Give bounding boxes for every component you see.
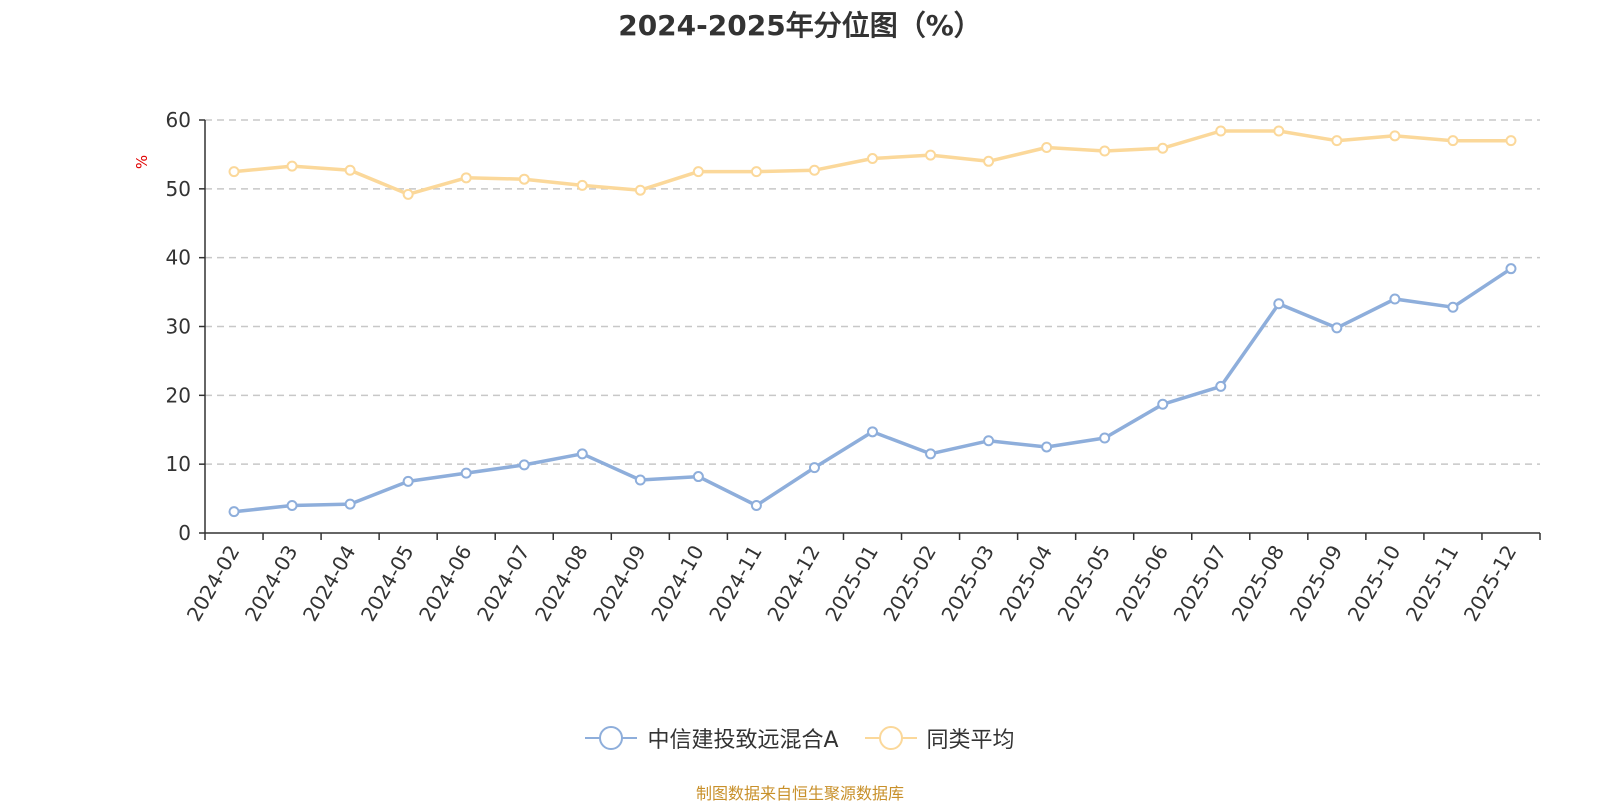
point-0-2025-10: [1389, 293, 1401, 305]
y-tick-label-40: 40: [166, 246, 191, 270]
point-0-2025-05: [1099, 432, 1111, 444]
point-0-2024-07: [518, 459, 530, 471]
point-1-2025-05: [1099, 145, 1111, 157]
point-1-2024-02: [228, 166, 240, 178]
y-tick-label-30: 30: [166, 315, 191, 339]
y-tick-label-60: 60: [166, 108, 191, 132]
x-tick-label-2025-05: 2025-05: [1052, 541, 1115, 625]
point-1-2024-04: [344, 164, 356, 176]
point-1-2024-10: [692, 166, 704, 178]
x-tick-label-2024-11: 2024-11: [704, 541, 767, 625]
point-0-2025-01: [867, 426, 878, 438]
point-1-2025-01: [867, 153, 878, 165]
legend-item-fund[interactable]: 中信建投致远混合A: [585, 722, 839, 754]
point-0-2024-02: [228, 506, 240, 518]
point-1-2025-09: [1331, 135, 1343, 147]
x-tick-label-2024-04: 2024-04: [298, 541, 361, 625]
point-1-2025-08: [1273, 125, 1285, 137]
point-1-2024-09: [634, 184, 646, 196]
point-1-2025-04: [1041, 142, 1053, 154]
legend-item-average[interactable]: 同类平均: [864, 722, 1015, 754]
x-tick-label-2025-07: 2025-07: [1169, 541, 1232, 625]
point-1-2024-08: [576, 179, 588, 191]
point-0-2025-06: [1157, 398, 1169, 410]
x-tick-label-2025-12: 2025-12: [1459, 541, 1522, 625]
point-0-2024-11: [750, 499, 762, 511]
point-0-2024-03: [286, 499, 298, 511]
point-1-2025-11: [1447, 135, 1459, 147]
legend-swatch-average: [864, 726, 917, 750]
x-tick-label-2024-02: 2024-02: [182, 541, 245, 625]
point-1-2024-12: [808, 164, 820, 176]
point-1-2025-02: [925, 149, 937, 161]
point-0-2025-02: [925, 448, 937, 460]
x-tick-label-2024-12: 2024-12: [762, 541, 825, 625]
point-0-2024-10: [692, 471, 704, 483]
y-tick-label-20: 20: [166, 383, 191, 407]
series-layer: [228, 125, 1517, 518]
point-1-2025-07: [1215, 125, 1227, 137]
grid-layer: [205, 119, 1540, 465]
point-0-2025-04: [1041, 441, 1053, 453]
point-0-2024-05: [402, 475, 414, 487]
x-tick-label-2025-10: 2025-10: [1343, 541, 1406, 625]
x-tick-label-2025-06: 2025-06: [1111, 541, 1174, 625]
y-tick-label-0: 0: [178, 521, 191, 545]
x-tick-label-2024-05: 2024-05: [356, 541, 419, 625]
point-0-2025-08: [1273, 298, 1285, 310]
point-0-2024-06: [460, 467, 472, 479]
legend-label-average: 同类平均: [926, 728, 1015, 753]
legend-swatch-fund: [585, 726, 638, 750]
x-tick-label-2025-04: 2025-04: [994, 541, 1057, 625]
point-0-2025-07: [1215, 380, 1227, 392]
point-0-2025-09: [1331, 322, 1343, 334]
x-tick-label-2024-08: 2024-08: [530, 541, 593, 625]
x-tick-label-2025-08: 2025-08: [1227, 541, 1290, 625]
point-1-2025-12: [1505, 135, 1517, 147]
x-tick-label-2025-03: 2025-03: [936, 541, 999, 625]
axis-layer: 01020304050602024-022024-032024-042024-0…: [166, 108, 1541, 625]
x-tick-label-2025-01: 2025-01: [820, 541, 883, 625]
x-tick-label-2024-06: 2024-06: [414, 541, 477, 625]
series-line-0: [233, 267, 1512, 514]
legend-label-fund: 中信建投致远混合A: [647, 728, 839, 753]
y-tick-label-10: 10: [166, 452, 191, 476]
point-1-2024-06: [460, 172, 472, 184]
point-0-2024-04: [344, 498, 356, 510]
point-1-2024-05: [402, 188, 414, 200]
x-tick-label-2025-02: 2025-02: [878, 541, 941, 625]
y-tick-label-50: 50: [166, 177, 191, 201]
x-tick-label-2024-10: 2024-10: [646, 541, 709, 625]
point-1-2025-06: [1157, 142, 1169, 154]
point-1-2025-03: [983, 155, 995, 167]
point-0-2024-09: [634, 474, 646, 486]
point-1-2024-07: [518, 173, 530, 185]
chart-title: 2024-2025年分位图（%）: [618, 9, 982, 42]
point-1-2024-03: [286, 160, 298, 172]
x-tick-label-2024-03: 2024-03: [240, 541, 303, 625]
legend: 中信建投致远混合A 同类平均: [0, 722, 1600, 754]
x-tick-label-2025-09: 2025-09: [1285, 541, 1348, 625]
source-note: 制图数据来自恒生聚源数据库: [695, 784, 904, 803]
point-0-2025-11: [1447, 301, 1459, 313]
point-0-2025-03: [983, 435, 995, 447]
point-0-2025-12: [1505, 263, 1517, 275]
point-1-2025-10: [1389, 130, 1401, 142]
y-axis-label: %: [133, 155, 151, 169]
point-0-2024-08: [576, 448, 588, 460]
point-1-2024-11: [750, 166, 762, 178]
x-tick-label-2024-09: 2024-09: [588, 541, 651, 625]
x-tick-label-2025-11: 2025-11: [1401, 541, 1464, 625]
x-tick-label-2024-07: 2024-07: [472, 541, 535, 625]
point-0-2024-12: [808, 462, 820, 474]
